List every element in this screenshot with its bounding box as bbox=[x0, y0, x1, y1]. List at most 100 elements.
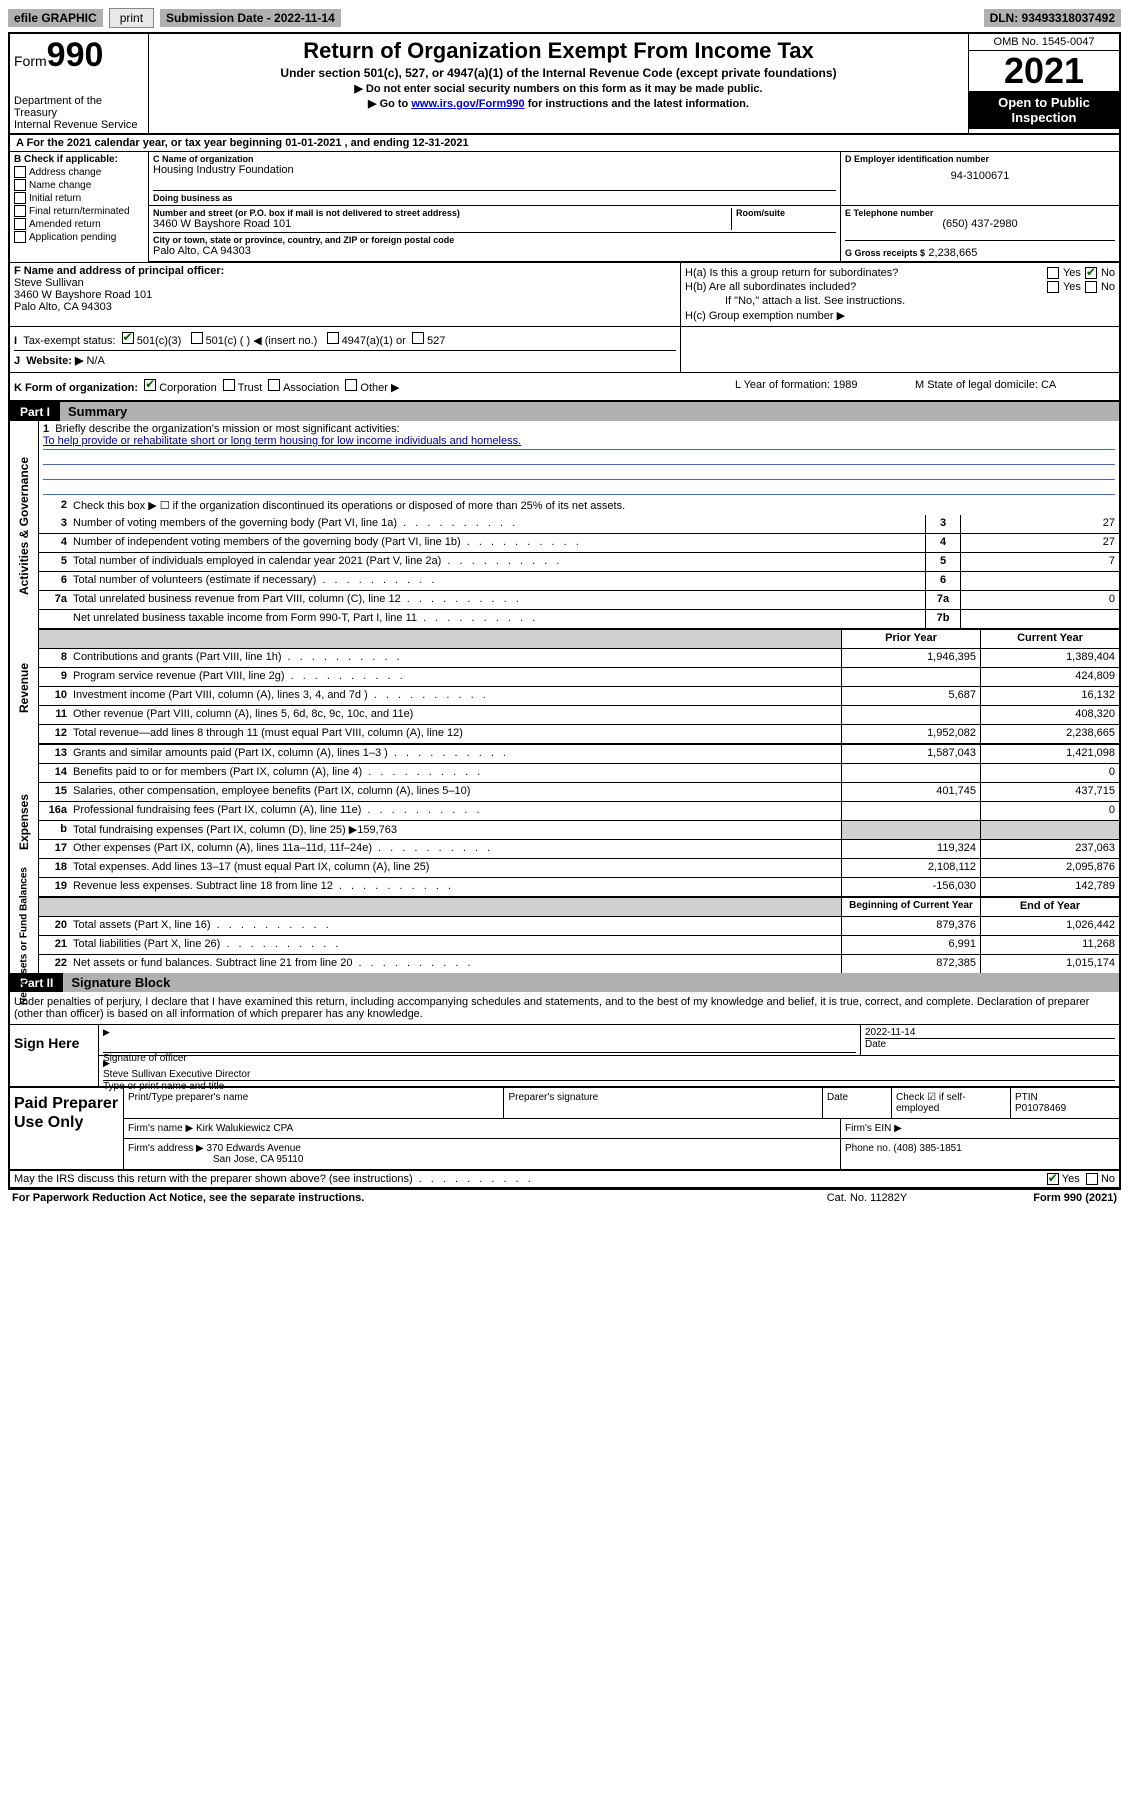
4947-checkbox[interactable] bbox=[327, 332, 339, 344]
prep-row-1: Print/Type preparer's name Preparer's si… bbox=[124, 1088, 1119, 1119]
sub3-pre: ▶ Go to bbox=[368, 98, 411, 110]
subtitle-1: Under section 501(c), 527, or 4947(a)(1)… bbox=[153, 66, 964, 80]
prep-date-label: Date bbox=[823, 1088, 892, 1118]
hb-no-checkbox[interactable] bbox=[1085, 281, 1097, 293]
hdr-end: End of Year bbox=[980, 898, 1119, 916]
l7a-desc: Total unrelated business revenue from Pa… bbox=[69, 591, 925, 609]
ptin-block: PTIN P01078469 bbox=[1011, 1088, 1119, 1118]
l3-desc: Number of voting members of the governin… bbox=[69, 515, 925, 533]
d-label: D Employer identification number bbox=[845, 154, 1115, 164]
trust-checkbox[interactable] bbox=[223, 379, 235, 391]
top-bar: efile GRAPHIC print Submission Date - 20… bbox=[8, 8, 1121, 28]
ha-label: H(a) Is this a group return for subordin… bbox=[685, 267, 1043, 279]
officer-name: Steve Sullivan bbox=[14, 277, 676, 289]
527-checkbox[interactable] bbox=[412, 332, 424, 344]
rev-header-row: Prior Year Current Year bbox=[39, 630, 1119, 649]
check-initial-return: Initial return bbox=[14, 192, 144, 204]
l4-desc: Number of independent voting members of … bbox=[69, 534, 925, 552]
city-value: Palo Alto, CA 94303 bbox=[153, 245, 836, 257]
i-label: Tax-exempt status: bbox=[23, 335, 115, 347]
line-22: 22Net assets or fund balances. Subtract … bbox=[39, 955, 1119, 973]
row-a-tax-year: A For the 2021 calendar year, or tax yea… bbox=[10, 135, 1119, 152]
form-of-org: K Form of organization: Corporation Trus… bbox=[14, 379, 735, 394]
omb-number: OMB No. 1545-0047 bbox=[969, 34, 1119, 51]
sign-here-block: Sign Here Signature of officer 2022-11-1… bbox=[10, 1024, 1119, 1086]
line-18: 18Total expenses. Add lines 13–17 (must … bbox=[39, 859, 1119, 878]
net-assets-section: Net Assets or Fund Balances Beginning of… bbox=[10, 898, 1119, 973]
part1-title: Summary bbox=[60, 402, 1119, 421]
firm-name: Kirk Walukiewicz CPA bbox=[196, 1123, 293, 1134]
corp-checkbox[interactable] bbox=[144, 379, 156, 391]
other-checkbox[interactable] bbox=[345, 379, 357, 391]
l7a-val: 0 bbox=[960, 591, 1119, 609]
officer-addr1: 3460 W Bayshore Road 101 bbox=[14, 289, 676, 301]
website-value: N/A bbox=[86, 355, 104, 367]
checkbox-icon[interactable] bbox=[14, 166, 26, 178]
subtitle-3: ▶ Go to www.irs.gov/Form990 for instruct… bbox=[153, 97, 964, 110]
hb-note: If "No," attach a list. See instructions… bbox=[685, 295, 1115, 307]
line-6: 6 Total number of volunteers (estimate i… bbox=[39, 572, 1119, 591]
instructions-link[interactable]: www.irs.gov/Form990 bbox=[411, 98, 524, 110]
line-12: 12Total revenue—add lines 8 through 11 (… bbox=[39, 725, 1119, 745]
city-label: City or town, state or province, country… bbox=[153, 235, 836, 245]
prep-sig-label: Preparer's signature bbox=[504, 1088, 823, 1118]
hb-yes-checkbox[interactable] bbox=[1047, 281, 1059, 293]
checkbox-icon[interactable] bbox=[14, 179, 26, 191]
checkbox-icon[interactable] bbox=[14, 231, 26, 243]
l2-desc: Check this box ▶ ☐ if the organization d… bbox=[69, 497, 1119, 515]
dln: DLN: 93493318037492 bbox=[984, 9, 1121, 27]
line-10: 10Investment income (Part VIII, column (… bbox=[39, 687, 1119, 706]
self-employed: Check ☑ if self-employed bbox=[892, 1088, 1011, 1118]
g-label: G Gross receipts $ bbox=[845, 248, 925, 258]
l5-val: 7 bbox=[960, 553, 1119, 571]
paid-preparer-label: Paid Preparer Use Only bbox=[10, 1088, 123, 1169]
expenses-section: Expenses 13Grants and similar amounts pa… bbox=[10, 745, 1119, 898]
assoc-checkbox[interactable] bbox=[268, 379, 280, 391]
phone-gross-block: E Telephone number (650) 437-2980 G Gros… bbox=[841, 206, 1119, 261]
paid-preparer-block: Paid Preparer Use Only Print/Type prepar… bbox=[10, 1086, 1119, 1171]
discuss-yes-checkbox[interactable] bbox=[1047, 1173, 1059, 1185]
cat-no: Cat. No. 11282Y bbox=[767, 1192, 967, 1204]
final-footer: For Paperwork Reduction Act Notice, see … bbox=[8, 1190, 1121, 1206]
street-value: 3460 W Bayshore Road 101 bbox=[153, 218, 731, 230]
line-11: 11Other revenue (Part VIII, column (A), … bbox=[39, 706, 1119, 725]
line-2: 2 Check this box ▶ ☐ if the organization… bbox=[39, 497, 1119, 515]
section-f-thru-h: F Name and address of principal officer:… bbox=[10, 263, 1119, 327]
line-17: 17Other expenses (Part IX, column (A), l… bbox=[39, 840, 1119, 859]
section-b-thru-g: B Check if applicable: Address change Na… bbox=[10, 152, 1119, 263]
year-formation: L Year of formation: 1989 bbox=[735, 379, 915, 394]
checkbox-icon[interactable] bbox=[14, 192, 26, 204]
print-button[interactable]: print bbox=[109, 8, 154, 28]
address-block: Number and street (or P.O. box if mail i… bbox=[149, 206, 841, 261]
officer-block: F Name and address of principal officer:… bbox=[10, 263, 681, 326]
ij-right-spacer bbox=[681, 327, 1119, 372]
line-20: 20Total assets (Part X, line 16) 879,376… bbox=[39, 917, 1119, 936]
print-name-label: Print/Type preparer's name bbox=[124, 1088, 504, 1118]
address-phone-block: Number and street (or P.O. box if mail i… bbox=[149, 206, 1119, 262]
line-13: 13Grants and similar amounts paid (Part … bbox=[39, 745, 1119, 764]
line-7b: Net unrelated business taxable income fr… bbox=[39, 610, 1119, 630]
officer-name-title: Steve Sullivan Executive Director bbox=[103, 1069, 250, 1080]
prep-phone: (408) 385-1851 bbox=[893, 1143, 961, 1154]
line-5: 5 Total number of individuals employed i… bbox=[39, 553, 1119, 572]
activities-governance-section: Activities & Governance 1 Briefly descri… bbox=[10, 421, 1119, 630]
discuss-text: May the IRS discuss this return with the… bbox=[14, 1173, 1047, 1185]
ha-yes-checkbox[interactable] bbox=[1047, 267, 1059, 279]
ha-no-checkbox[interactable] bbox=[1085, 267, 1097, 279]
checkbox-icon[interactable] bbox=[14, 205, 26, 217]
prep-row-2: Firm's name ▶ Kirk Walukiewicz CPA Firm'… bbox=[124, 1119, 1119, 1139]
line-3: 3 Number of voting members of the govern… bbox=[39, 515, 1119, 534]
checkbox-icon[interactable] bbox=[14, 218, 26, 230]
line-1-mission: 1 Briefly describe the organization's mi… bbox=[39, 421, 1119, 497]
discuss-no-checkbox[interactable] bbox=[1086, 1173, 1098, 1185]
501c3-checkbox[interactable] bbox=[122, 332, 134, 344]
k-label: K Form of organization: bbox=[14, 382, 138, 394]
l3-val: 27 bbox=[960, 515, 1119, 533]
line-8: 8Contributions and grants (Part VIII, li… bbox=[39, 649, 1119, 668]
col-c-thru-g: C Name of organization Housing Industry … bbox=[149, 152, 1119, 262]
check-final-return: Final return/terminated bbox=[14, 205, 144, 217]
501c-checkbox[interactable] bbox=[191, 332, 203, 344]
tax-year: 2021 bbox=[969, 51, 1119, 91]
line-21: 21Total liabilities (Part X, line 26) 6,… bbox=[39, 936, 1119, 955]
e-label: E Telephone number bbox=[845, 208, 1115, 218]
